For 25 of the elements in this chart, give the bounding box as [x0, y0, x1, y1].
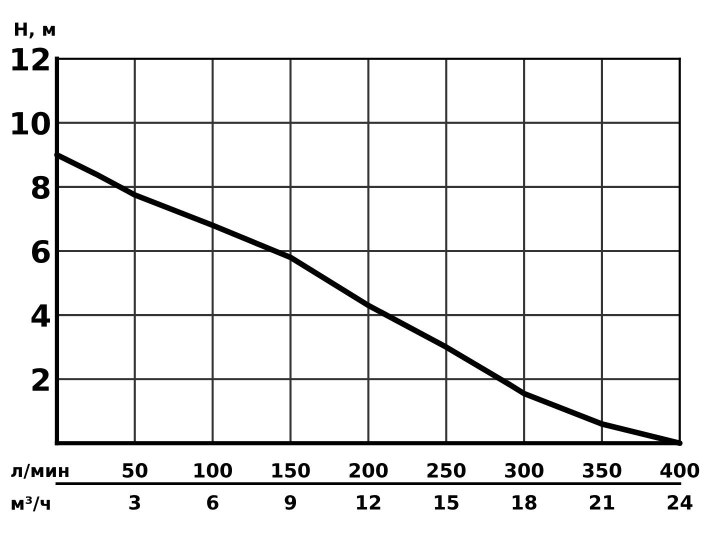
x2-tick-label: 21 [590, 495, 614, 510]
x2-tick-label: 12 [357, 495, 380, 510]
y-tick-label: 12 [12, 48, 49, 70]
x2-tick-label: 24 [668, 495, 692, 510]
y-tick-label: 10 [12, 112, 50, 135]
x2-tick-label: 15 [434, 495, 458, 510]
x-tick-label: 200 [350, 463, 388, 478]
x-tick-label: 300 [505, 463, 544, 478]
x-tick-label: 400 [660, 463, 700, 478]
y-tick-label: 6 [32, 240, 50, 264]
x-tick-label: 150 [272, 463, 310, 478]
x2-tick-label: 18 [512, 495, 536, 510]
x-tick-label: 50 [122, 463, 148, 478]
x-axis-title: л/мин [11, 464, 68, 479]
y-tick-label: 4 [32, 304, 50, 327]
y-tick-label: 2 [32, 368, 49, 391]
x2-tick-label: 9 [284, 495, 296, 510]
x2-axis-title: м³/ч [12, 496, 50, 512]
x2-tick-label: 3 [129, 495, 140, 510]
x2-tick-label: 6 [207, 495, 218, 510]
y-axis-title: H, м [15, 22, 55, 38]
x-tick-label: 250 [427, 463, 466, 478]
x-tick-label: 100 [194, 463, 232, 478]
y-tick-label: 8 [32, 176, 50, 199]
x-tick-label: 350 [582, 463, 622, 478]
